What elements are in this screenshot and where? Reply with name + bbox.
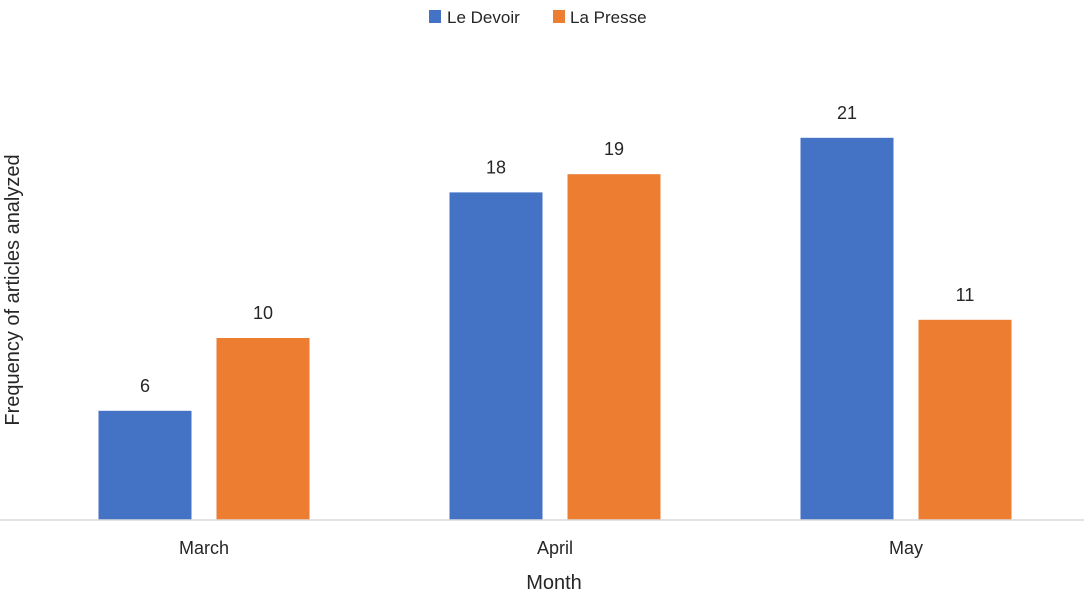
data-label-la-presse-may: 11 [956, 285, 975, 305]
x-tick-label-may: May [889, 538, 923, 558]
legend-label-la-presse: La Presse [570, 8, 647, 27]
y-axis-title: Frequency of articles analyzed [2, 154, 24, 425]
bar-le-devoir-may [800, 137, 894, 521]
bar-le-devoir-april [449, 192, 543, 520]
x-tick-label-april: April [537, 538, 573, 558]
legend-label-le-devoir: Le Devoir [447, 8, 520, 27]
x-tick-label-march: March [179, 538, 229, 558]
data-label-le-devoir-may: 21 [837, 103, 857, 123]
data-label-la-presse-april: 19 [604, 139, 624, 159]
bars-group [98, 137, 1012, 521]
data-label-le-devoir-march: 6 [140, 376, 150, 396]
data-labels-group: 6 10 18 19 21 11 [140, 103, 974, 396]
x-tick-labels: March April May [179, 538, 923, 558]
bar-la-presse-march [216, 338, 310, 520]
x-axis-title: Month [526, 572, 582, 594]
legend: Le Devoir La Presse [429, 8, 647, 27]
data-label-le-devoir-april: 18 [486, 157, 506, 177]
bar-la-presse-may [918, 319, 1012, 520]
legend-swatch-la-presse [553, 10, 565, 23]
bar-la-presse-april [567, 174, 661, 520]
data-label-la-presse-march: 10 [253, 303, 273, 323]
legend-swatch-le-devoir [429, 10, 441, 23]
bar-le-devoir-march [98, 410, 192, 520]
